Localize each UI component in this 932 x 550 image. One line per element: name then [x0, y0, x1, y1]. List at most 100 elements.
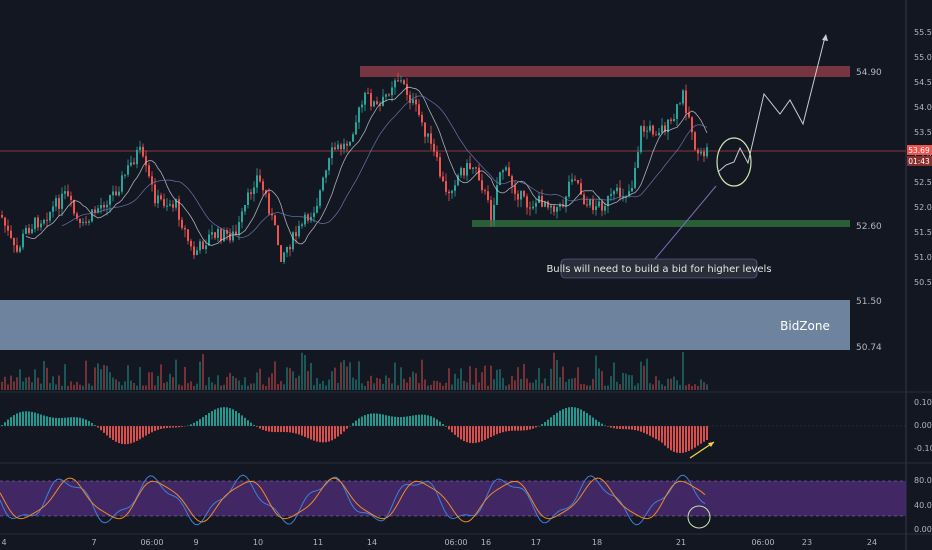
candle-body [211, 232, 213, 235]
candle-body [241, 211, 243, 223]
candle-body [322, 177, 324, 191]
volume-bar [322, 380, 324, 390]
macd-bar [322, 426, 324, 443]
candle-body [439, 157, 441, 177]
macd-bar [76, 417, 78, 426]
moving-average-line [61, 95, 708, 239]
candle-body [664, 125, 666, 133]
candle-body [592, 199, 594, 210]
volume-bar [181, 385, 183, 390]
macd-bar [283, 426, 285, 433]
volume-bar [247, 385, 249, 390]
candle-body [553, 205, 555, 212]
macd-bar [679, 426, 681, 454]
macd-bar [694, 426, 696, 448]
macd-bar [394, 416, 396, 426]
level-label-bidzone-top: 51.50 [856, 297, 882, 307]
candle-body [508, 167, 510, 177]
macd-bar [691, 426, 693, 450]
candle-body [370, 93, 372, 107]
candle-body [61, 193, 63, 209]
volume-bar [283, 384, 285, 390]
time-tick-label: 7 [91, 538, 96, 547]
volume-bar [463, 380, 465, 390]
volume-bar [328, 379, 330, 390]
volume-bar [340, 362, 342, 390]
macd-bar [25, 411, 27, 426]
macd-bar [631, 426, 633, 430]
macd-bar [610, 426, 612, 428]
macd-bar [466, 426, 468, 443]
macd-bar [607, 426, 609, 427]
price-tick-label: 52.50 [914, 178, 932, 187]
macd-bar [442, 424, 444, 426]
candle-body [244, 204, 246, 212]
volume-bar [586, 385, 588, 390]
macd-bar [634, 426, 636, 431]
volume-bar [313, 385, 315, 390]
time-tick-label: 21 [676, 538, 686, 547]
volume-bar [694, 384, 696, 390]
candle-body [160, 195, 162, 200]
macd-bar [109, 426, 111, 438]
candle-body [571, 179, 573, 182]
macd-bar [565, 407, 567, 426]
stoch-axis: 80.00 40.00 0.00 [914, 476, 932, 534]
macd-bar [256, 426, 258, 427]
candle-body [103, 204, 105, 208]
volume-bar [124, 381, 126, 390]
candle-body [544, 201, 546, 207]
volume-bar [556, 359, 558, 390]
volume-bar [88, 383, 90, 390]
macd-bar [436, 419, 438, 426]
macd-bar [361, 416, 363, 426]
macd-bar [160, 426, 162, 429]
volume-bar [631, 375, 633, 390]
candle-body [523, 190, 525, 197]
macd-bar [604, 425, 606, 426]
volume-bar [334, 367, 336, 390]
candle-body [649, 125, 651, 131]
macd-bar [676, 426, 678, 453]
candle-body [7, 225, 9, 231]
macd-bar [79, 417, 81, 426]
candle-body [418, 104, 420, 115]
volume-bar [73, 384, 75, 390]
candle-body [235, 231, 237, 235]
candle-body [652, 125, 654, 135]
volume-bar [349, 362, 351, 390]
volume-bar [649, 383, 651, 390]
volume-bar [445, 382, 447, 390]
volume-bar [19, 369, 21, 390]
macd-bar [139, 426, 141, 440]
volume-bar [394, 362, 396, 390]
macd-bar [400, 417, 402, 426]
volume-bar [424, 379, 426, 390]
macd-bar [640, 426, 642, 432]
macd-bar [532, 426, 534, 429]
volume-bar [211, 382, 213, 390]
volume-bar [601, 371, 603, 390]
macd-bar [145, 426, 147, 436]
volume-bar [442, 385, 444, 390]
candle-body [100, 204, 102, 209]
candle-body [706, 147, 708, 157]
volume-bar [703, 381, 705, 390]
macd-bar [592, 417, 594, 426]
macd-bar [472, 426, 474, 444]
candle-body [16, 245, 18, 252]
macd-bar [409, 415, 411, 426]
volume-bar [133, 382, 135, 390]
volume-bar [679, 384, 681, 390]
macd-bar [403, 416, 405, 426]
volume-bar [685, 385, 687, 390]
candle-body [214, 232, 216, 238]
bid-zone-label: BidZone [780, 319, 830, 333]
macd-bar [55, 417, 57, 426]
candle-body [532, 206, 534, 209]
volume-bar [100, 369, 102, 390]
candle-body [52, 206, 54, 212]
candle-body [550, 205, 552, 208]
